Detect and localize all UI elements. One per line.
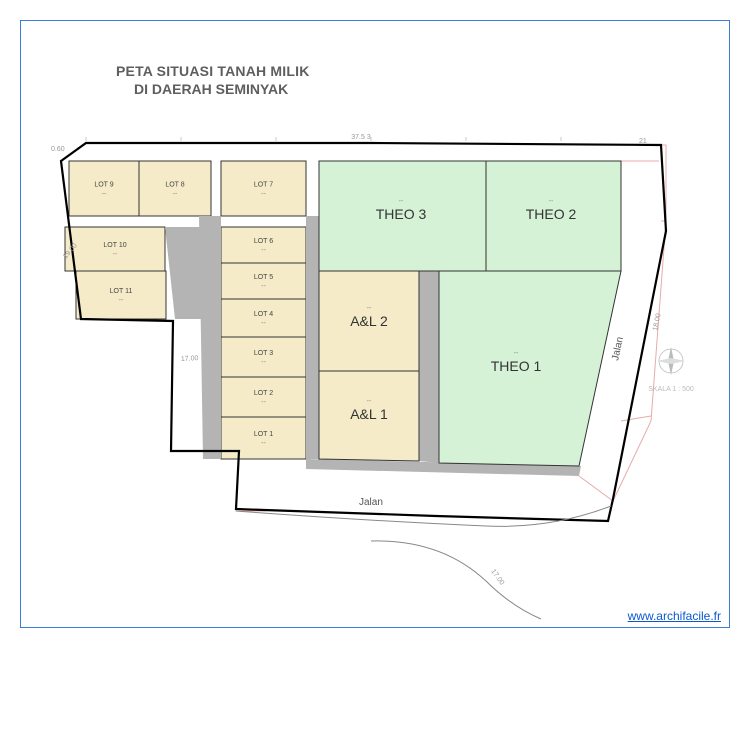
internal-road [199, 216, 221, 459]
dim-label: 18.00 [652, 313, 663, 332]
lot-sub: -- [261, 247, 266, 254]
lot-label: LOT 11 [110, 288, 133, 295]
jalan-east-label: Jalan [610, 336, 626, 362]
lot-label: LOT 10 [103, 242, 126, 249]
lot-sub: -- [261, 320, 266, 327]
internal-road [419, 271, 439, 463]
scale-label: SKALA 1 : 500 [648, 386, 694, 393]
lot-label: LOT 2 [254, 390, 273, 397]
jalan-south-label: Jalan [359, 497, 383, 508]
lot-parcel [69, 161, 139, 216]
lot-parcel [76, 271, 166, 319]
footer-link[interactable]: www.archifacile.fr [628, 609, 721, 623]
lot-label: LOT 4 [254, 311, 273, 318]
dim-label: 0.60 [51, 146, 65, 153]
survey-line [236, 459, 266, 511]
big-label: A&L 1 [350, 406, 388, 422]
big-sub: -- [367, 398, 372, 405]
dim-label: 17.00 [181, 355, 199, 363]
lot-label: LOT 8 [165, 182, 184, 189]
big-sub: -- [549, 198, 554, 205]
lot-parcel [65, 227, 165, 271]
dim-label: 37.5 3 [351, 134, 371, 141]
big-sub: -- [367, 305, 372, 312]
lot-sub: -- [102, 191, 107, 198]
lot-parcel [221, 417, 306, 459]
lot-sub: -- [261, 191, 266, 198]
lot-sub: -- [173, 191, 178, 198]
big-label: THEO 2 [526, 206, 577, 222]
site-plan-svg: LOT 9 -- LOT 8 -- LOT 7 -- LOT 10 -- LOT 11 -- LOT… [21, 21, 731, 629]
dim-label: 17.00 [489, 568, 505, 586]
lot-sub: -- [113, 251, 118, 258]
lot-label: LOT 9 [94, 182, 113, 189]
lot-parcel [221, 161, 306, 216]
lot-parcel [139, 161, 211, 216]
compass-rose-icon [657, 347, 685, 375]
survey-line [621, 145, 666, 221]
big-sub: -- [399, 198, 404, 205]
lot-parcel [221, 227, 306, 263]
lot-label: LOT 6 [254, 238, 273, 245]
lot-label: LOT 5 [254, 274, 273, 281]
road-curve [371, 541, 541, 619]
lot-sub: -- [119, 297, 124, 304]
big-sub: -- [514, 350, 519, 357]
dim-label: 21 [639, 138, 647, 145]
lot-parcel [221, 337, 306, 377]
lot-parcel [221, 299, 306, 337]
survey-line [621, 416, 651, 421]
archifacile-link[interactable]: www.archifacile.fr [628, 609, 721, 623]
lot-sub: -- [261, 359, 266, 366]
lot-sub: -- [261, 399, 266, 406]
lot-label: LOT 3 [254, 350, 273, 357]
lot-label: LOT 7 [254, 182, 273, 189]
plan-frame: PETA SITUASI TANAH MILIK DI DAERAH SEMIN… [20, 20, 730, 628]
lot-parcel [221, 377, 306, 417]
internal-road [306, 216, 319, 459]
big-label: THEO 1 [491, 358, 542, 374]
big-label: THEO 3 [376, 206, 427, 222]
lot-sub: -- [261, 440, 266, 447]
lot-sub: -- [261, 283, 266, 290]
lot-parcel [221, 263, 306, 299]
lot-label: LOT 1 [254, 431, 273, 438]
big-label: A&L 2 [350, 313, 388, 329]
